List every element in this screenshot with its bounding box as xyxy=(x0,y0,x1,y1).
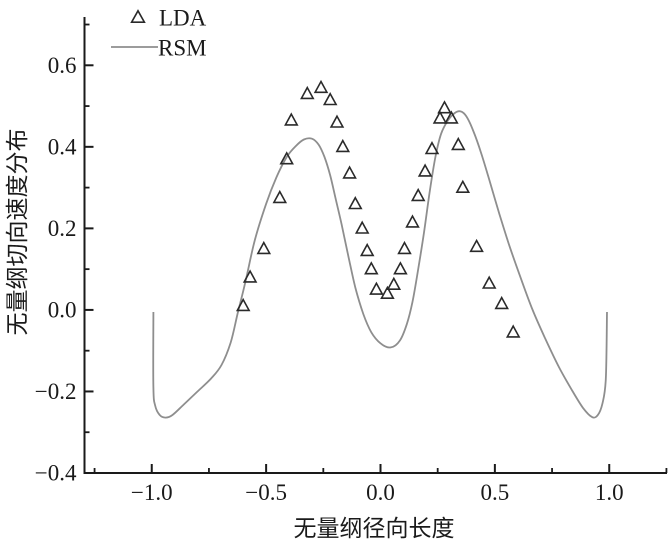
y-tick-label: 0.0 xyxy=(48,297,77,322)
lda-data-point xyxy=(437,100,452,114)
lda-data-point xyxy=(410,187,426,202)
x-tick-label: 1.0 xyxy=(595,480,624,505)
legend-lda-triangle-marker-icon xyxy=(130,9,146,23)
lda-data-point xyxy=(329,114,345,128)
lda-data-point xyxy=(364,261,379,275)
lda-data-point xyxy=(279,151,294,165)
lda-data-point xyxy=(342,165,357,179)
data-series xyxy=(152,79,608,419)
lda-data-point xyxy=(393,261,408,275)
x-tick-label: −1.0 xyxy=(131,480,173,505)
axes: −1.0 −0.5 0.0 0.5 1.0 −0.4 −0.2 0.0 0.2 0.4 0.6 xyxy=(35,17,668,505)
lda-data-point xyxy=(505,324,521,338)
y-tick-label: 0.6 xyxy=(48,53,77,78)
legend-label-lda: LDA xyxy=(159,6,207,31)
lda-data-point xyxy=(300,85,315,100)
lda-data-point xyxy=(235,297,251,312)
lda-data-point xyxy=(354,220,370,234)
lda-data-point xyxy=(272,189,288,204)
lda-data-point xyxy=(451,136,466,151)
lda-data-point xyxy=(284,112,299,126)
y-tick-label: 0.2 xyxy=(48,216,77,241)
lda-data-point xyxy=(359,242,375,257)
lda-data-point xyxy=(242,269,258,283)
legend-label-rsm: RSM xyxy=(158,36,207,61)
x-axis-label: 无量纲径向长度 xyxy=(294,516,455,541)
rsm-curve xyxy=(152,110,608,419)
lda-data-point xyxy=(455,179,471,193)
x-tick-label: 0.5 xyxy=(480,480,509,505)
lda-data-point xyxy=(348,196,363,210)
lda-data-point xyxy=(469,238,484,253)
x-tick-label: 0.0 xyxy=(366,480,395,505)
lda-data-point xyxy=(256,240,272,255)
lda-data-point xyxy=(417,163,433,177)
lda-data-point xyxy=(369,281,384,295)
lda-data-point xyxy=(494,295,509,310)
lda-data-point xyxy=(424,141,440,155)
lda-data-point xyxy=(335,138,351,153)
y-tick-label: −0.2 xyxy=(35,379,77,404)
lda-data-point xyxy=(432,110,448,124)
x-tick-label: −0.5 xyxy=(245,480,287,505)
y-axis-label: 无量纲切向速度分布 xyxy=(5,129,30,336)
lda-data-point xyxy=(322,92,338,106)
lda-data-point xyxy=(444,110,459,124)
lda-data-point xyxy=(380,285,395,299)
lda-data-point xyxy=(386,276,402,290)
legend: LDA RSM xyxy=(111,6,207,61)
lda-data-point xyxy=(405,214,420,228)
y-tick-label: −0.4 xyxy=(35,461,77,486)
lda-data-point xyxy=(313,79,329,94)
lda-data-point xyxy=(481,275,497,289)
lda-data-point xyxy=(397,240,412,255)
y-tick-label: 0.4 xyxy=(48,134,77,159)
